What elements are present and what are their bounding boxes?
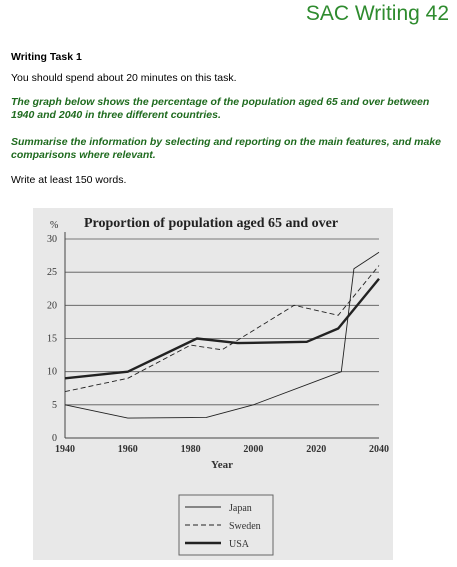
x-tick-label: 1940 xyxy=(55,444,75,455)
x-tick-label: 1980 xyxy=(181,444,201,455)
y-tick-labels: 0 5 10 15 20 25 30 xyxy=(47,234,57,444)
task-title: Writing Task 1 xyxy=(11,51,82,63)
series-line-japan xyxy=(64,251,380,419)
x-tick-label: 2020 xyxy=(306,444,326,455)
series-lines xyxy=(64,251,380,419)
x-axis-label: Year xyxy=(211,459,233,471)
chart-panel: Proportion of population aged 65 and ove… xyxy=(33,208,393,560)
y-tick-label: 30 xyxy=(47,234,57,245)
y-tick-label: 10 xyxy=(47,367,57,378)
y-axis-label: % xyxy=(50,220,58,231)
grid-lines xyxy=(65,238,379,406)
legend-label-sweden: Sweden xyxy=(229,521,261,532)
x-tick-label: 2000 xyxy=(243,444,263,455)
y-tick-label: 5 xyxy=(52,400,57,411)
series-line-usa xyxy=(64,278,380,380)
legend-label-japan: Japan xyxy=(229,503,252,514)
legend: Japan Sweden USA xyxy=(178,494,274,556)
x-tick-labels: 1940 1960 1980 2000 2020 2040 xyxy=(55,444,389,455)
task-description: The graph below shows the percentage of … xyxy=(11,96,430,121)
x-tick-label: 1960 xyxy=(118,444,138,455)
y-tick-label: 20 xyxy=(47,300,57,311)
y-tick-label: 25 xyxy=(47,267,57,278)
word-instruction: Write at least 150 words. xyxy=(11,174,127,186)
series-line-sweden xyxy=(64,265,380,393)
page-header: SAC Writing 42 xyxy=(305,2,449,25)
legend-entries: Japan Sweden USA xyxy=(185,503,261,550)
chart-title: Proportion of population aged 65 and ove… xyxy=(84,216,338,231)
y-tick-label: 15 xyxy=(47,334,57,345)
line-chart: Proportion of population aged 65 and ove… xyxy=(47,216,389,556)
summary-instruction: Summarise the information by selecting a… xyxy=(11,136,442,161)
x-tick-label: 2040 xyxy=(369,444,389,455)
legend-label-usa: USA xyxy=(229,539,250,550)
time-instruction: You should spend about 20 minutes on thi… xyxy=(11,72,237,84)
y-tick-label: 0 xyxy=(52,433,57,444)
